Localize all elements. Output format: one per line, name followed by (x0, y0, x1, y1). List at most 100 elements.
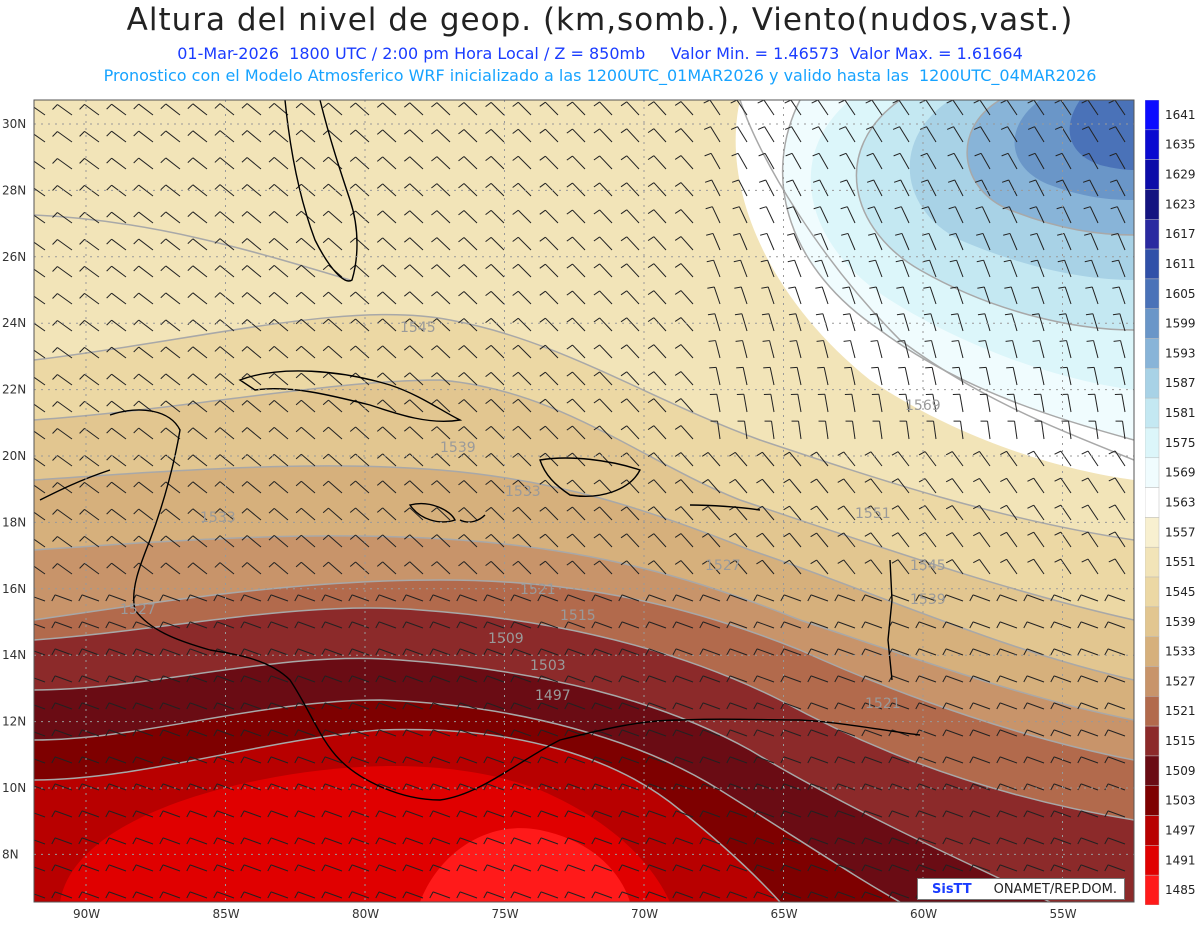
wind-barb (864, 675, 883, 683)
wind-barb-tick (593, 479, 600, 485)
wind-barb-tick (458, 372, 465, 378)
wind-barb (979, 505, 991, 521)
wind-barb-tick (52, 536, 58, 542)
wind-barb (761, 451, 775, 467)
wind-barb-tick (672, 729, 677, 737)
wind-barb (1116, 206, 1126, 224)
wind-barb (789, 559, 802, 575)
wind-barb-tick (1077, 729, 1082, 737)
wind-barb (545, 560, 559, 575)
wind-barb-tick (294, 648, 299, 656)
wind-barb-tick (214, 481, 221, 487)
wind-barb (328, 507, 343, 521)
wind-barb (486, 675, 505, 683)
wind-barb (405, 864, 424, 872)
wind-barb (902, 286, 910, 305)
wind-barb (1007, 126, 1018, 143)
wind-barb (463, 453, 478, 467)
wind-barb (324, 756, 343, 764)
wind-barb (84, 427, 100, 440)
wind-barb-tick (322, 453, 329, 460)
wind-barb (270, 756, 289, 764)
wind-barb (956, 259, 964, 278)
wind-barb-tick (1027, 100, 1035, 104)
wind-barb (351, 864, 370, 872)
wind-barb-tick (726, 891, 731, 899)
wind-barb-tick (404, 561, 411, 567)
wind-barb (783, 702, 802, 710)
wind-barb-tick (918, 532, 926, 537)
wind-barb (918, 837, 937, 845)
wind-barb (1114, 450, 1126, 467)
wind-barb (1026, 864, 1045, 872)
wind-barb-tick (868, 259, 876, 263)
wind-barb-tick (25, 865, 28, 871)
wind-barb (1093, 340, 1099, 359)
legend-swatch (1145, 696, 1160, 727)
wind-barb (864, 837, 883, 845)
wind-barb-tick (974, 152, 982, 157)
wind-barb (273, 103, 289, 116)
wind-barb-tick (1111, 259, 1119, 263)
wind-barb-tick (376, 210, 383, 216)
wind-barb-tick (159, 702, 164, 710)
wind-barb (837, 675, 856, 683)
wind-barb (1107, 702, 1126, 710)
wind-barb-tick (51, 675, 56, 683)
wind-barb-tick (1077, 864, 1082, 872)
wind-barb-tick (79, 211, 85, 218)
legend-swatch (1145, 338, 1160, 369)
wind-barb (1035, 206, 1045, 224)
wind-barb-tick (79, 319, 85, 326)
wind-barb-tick (214, 157, 221, 163)
wind-barb (432, 675, 451, 683)
wind-barb-tick (949, 259, 957, 263)
wind-barb (54, 783, 73, 791)
wind-barb (1026, 675, 1045, 683)
wind-barb-tick (1083, 206, 1091, 210)
wind-barb-tick (295, 345, 302, 352)
wind-barb-tick (241, 400, 248, 406)
wind-barb (486, 729, 505, 737)
wind-barb (54, 810, 73, 818)
wind-barb-tick (1054, 100, 1062, 104)
wind-barb (675, 864, 694, 872)
wind-barb-tick (756, 532, 763, 538)
wind-barb (792, 179, 802, 197)
wind-barb (1089, 206, 1099, 224)
wind-barb-tick (133, 130, 140, 137)
wind-barb (84, 103, 100, 116)
wind-barb-tick (996, 783, 1001, 791)
wind-barb (192, 184, 208, 197)
wind-barb (382, 210, 397, 224)
wind-barb-tick (1027, 450, 1034, 455)
wind-barb-tick (213, 756, 218, 764)
wind-barb-tick (861, 891, 866, 899)
wind-barb (517, 209, 532, 224)
wind-barb (355, 426, 370, 440)
wind-barb (192, 535, 208, 548)
wind-barb (34, 812, 46, 818)
wind-barb (653, 533, 667, 548)
wind-barb (621, 864, 640, 872)
wind-barb-tick (52, 266, 58, 272)
wind-barb-tick (891, 451, 899, 456)
wind-barb (1080, 675, 1099, 683)
wind-barb (34, 565, 46, 575)
wind-barb-tick (897, 340, 905, 342)
wind-barb-tick (160, 103, 167, 110)
wind-barb (459, 621, 478, 629)
wind-barb-tick (186, 756, 191, 764)
wind-barb (81, 648, 100, 656)
wind-barb (717, 421, 721, 440)
wind-barb-tick (753, 648, 758, 656)
wind-barb (324, 891, 343, 899)
wind-barb (680, 425, 694, 440)
wind-barb-tick (160, 562, 167, 569)
wind-barb-tick (241, 211, 248, 217)
wind-barb (57, 212, 73, 224)
wind-barb-tick (375, 621, 380, 629)
wind-barb-tick (133, 535, 140, 542)
wind-barb (1026, 594, 1045, 602)
contour-label: 1509 (488, 631, 524, 647)
